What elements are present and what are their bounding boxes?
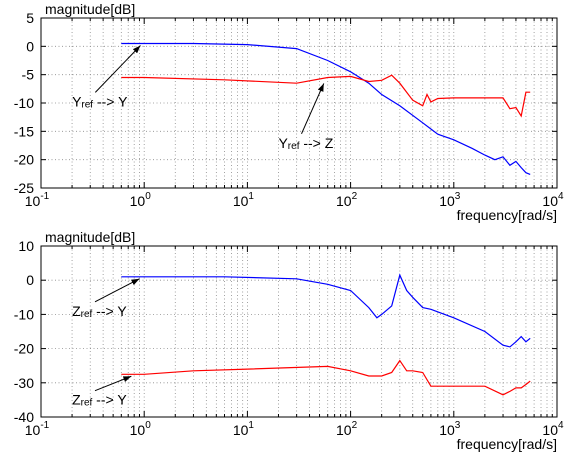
annotation-arrow — [94, 375, 132, 392]
x-axis-label: frequency[rad/s] — [457, 207, 557, 223]
y-tick-label: -20 — [14, 152, 34, 168]
y-axis-label: magnitude[dB] — [45, 1, 135, 17]
annotation-label: Yref --> Y — [72, 93, 128, 110]
y-tick-label: -30 — [14, 375, 34, 391]
y-tick-label: -40 — [14, 409, 34, 425]
series-line-1 — [121, 42, 531, 175]
y-tick-label: -25 — [14, 180, 34, 196]
annotation-arrow — [94, 278, 140, 303]
x-axis-label: frequency[rad/s] — [457, 436, 557, 452]
x-tick-label: 102 — [336, 191, 358, 209]
annotation-label: Yref --> Z — [278, 135, 333, 152]
series-line-2 — [121, 74, 531, 118]
y-tick-label: 5 — [26, 10, 34, 26]
x-tick-label: 101 — [233, 191, 255, 209]
y-tick-label: 0 — [26, 272, 34, 288]
annotation-label: Zref --> Y — [72, 303, 127, 320]
x-tick-label: 100 — [130, 420, 152, 438]
y-tick-label: -15 — [14, 123, 34, 139]
y-tick-label: -5 — [22, 67, 35, 83]
x-tick-label: 102 — [336, 420, 358, 438]
grid — [41, 246, 557, 417]
y-tick-label: 10 — [18, 238, 34, 254]
x-tick-label: 101 — [233, 420, 255, 438]
x-tick-label: 100 — [130, 191, 152, 209]
y-axis-label: magnitude[dB] — [45, 229, 135, 245]
series-line-2 — [121, 359, 531, 396]
y-tick-label: 0 — [26, 38, 34, 54]
x-tick-label: 10-1 — [25, 191, 50, 209]
annotation-label: Zref --> Y — [72, 392, 127, 409]
y-tick-label: -10 — [14, 306, 34, 322]
axes-frame — [40, 245, 558, 418]
series-line-1 — [121, 273, 531, 348]
y-tick-label: -20 — [14, 341, 34, 357]
annotation-arrow — [94, 45, 141, 93]
y-tick-label: -10 — [14, 95, 34, 111]
annotation-arrow — [301, 83, 325, 134]
x-tick-label: 10-1 — [25, 420, 50, 438]
